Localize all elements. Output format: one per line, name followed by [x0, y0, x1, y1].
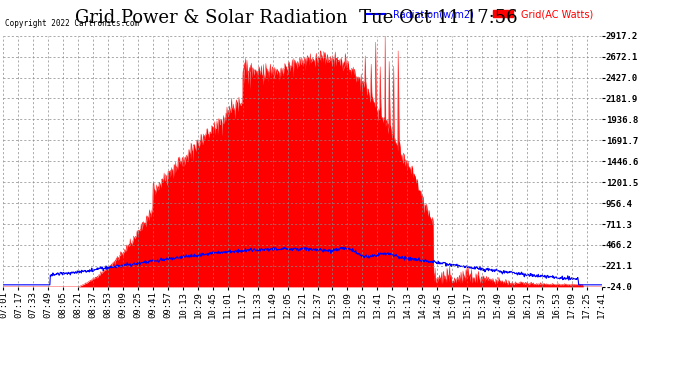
Text: Copyright 2022 Cartronics.com: Copyright 2022 Cartronics.com: [5, 19, 139, 28]
Legend: Radiation(w/m2), Grid(AC Watts): Radiation(w/m2), Grid(AC Watts): [362, 5, 597, 23]
Text: Grid Power & Solar Radiation  Tue Oct 11 17:56: Grid Power & Solar Radiation Tue Oct 11 …: [75, 9, 518, 27]
